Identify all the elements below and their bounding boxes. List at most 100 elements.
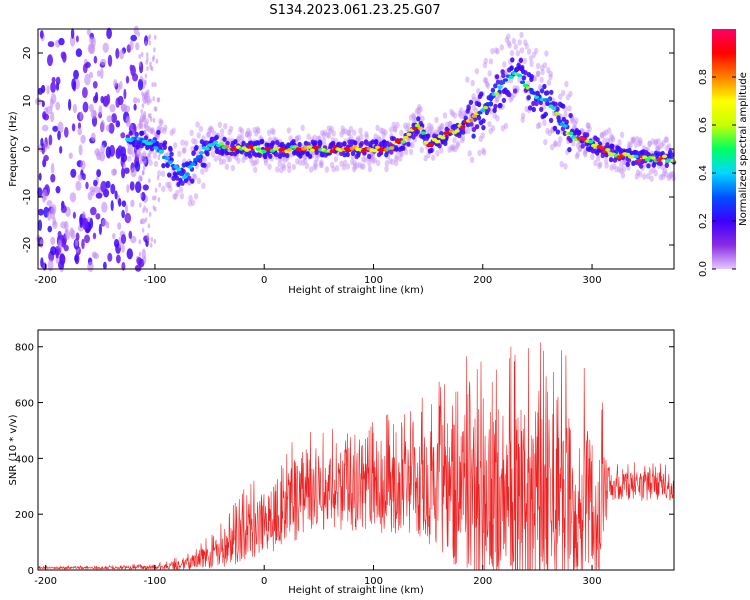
spectrogram-cell [412,126,418,131]
spectrogram-cell [81,238,85,250]
spectrogram-cell [167,160,173,164]
spectrogram-cell [319,161,324,169]
spectrogram-cell [503,122,509,130]
spectrogram-cell [89,36,95,44]
spectrogram-cell [604,129,609,136]
spectrogram-cell [124,212,132,224]
spectrogram-cell [227,129,232,136]
spectrogram-cell [556,119,563,123]
spectrogram-cell [167,181,172,188]
spectrogram-cell [659,142,664,149]
spectrogram-cell [157,170,162,177]
spectrogram-cell [271,128,276,136]
spectrogram-cell [247,130,253,137]
spectrogram-cell [199,139,205,145]
spectrogram-cell [157,155,161,161]
spectrogram-cell [431,154,436,161]
spectrogram-cell [60,221,67,229]
spectrogram-cell [152,96,155,102]
spectrogram-cell [77,127,82,136]
spectrogram-cell [458,112,464,119]
spectrogram-cell [553,101,558,107]
snr-y-axis-label: SNR (10 * v/v) [8,414,19,485]
spectrogram-cell [130,167,137,178]
spectrogram-cell [252,126,257,134]
spectrogram-cell [116,254,121,264]
spectrogram-cell [372,148,378,153]
spectrogram-cell [524,105,529,113]
spectrogram-cell [198,144,203,152]
spectrogram-cell [113,79,118,88]
spectrogram-cell [661,139,666,147]
spectrogram-cell [270,127,275,134]
spectrogram-cell [202,162,207,168]
spectrogram-cell [399,129,404,137]
spectrogram-cell [531,91,537,95]
spectrogram-cell [668,171,674,178]
spectrogram-cell [509,65,514,71]
spectrogram-cell [483,57,488,65]
spectrogram-cell [452,112,458,119]
colorbar: 0.0 0.2 0.4 0.6 0.8 Normalized spectral ampl… [698,29,749,277]
spectrogram-cell [436,125,442,133]
spectrogram-cell [295,158,300,165]
spectrogram-cell [322,129,328,136]
colorbar-tick-label: 0.0 [698,261,709,277]
spectrogram-cell [285,152,290,159]
spectrogram-cell [434,139,440,144]
spectrogram-cell [595,137,600,143]
spectrogram-cell [537,121,542,129]
spectrogram-cell [90,132,96,142]
spectrogram-cell [526,48,532,55]
spectrogram-cell [70,168,77,178]
spectrogram-cell [359,163,365,170]
spectrogram-cell [443,140,448,146]
spectrogram-cell [120,104,126,112]
spectrogram-cell [148,150,152,156]
spectrogram-cell [596,155,601,162]
spectrogram-cell [455,142,460,150]
spectrogram-cell [495,79,501,85]
spectrogram-cell [493,47,499,54]
spectrogram-cell [279,166,284,174]
spectrogram-cell [130,235,137,244]
spectrogram-cell [164,156,170,161]
spectrogram-cell [63,244,69,252]
spectrogram-cell [130,199,135,208]
spectrogram-cell [478,135,483,143]
spectrogram-cell [125,115,131,128]
spectrogram-cell [223,123,228,130]
spectrogram-cell [625,161,630,167]
spectrogram-cell [176,181,181,187]
spectrogram-cell [522,57,528,65]
spectrogram-cell [367,153,372,160]
spectrogram-cell [429,142,435,147]
spectrogram-cell [71,78,77,90]
spectrogram-cell [633,154,639,159]
spectrogram-cell [342,141,347,147]
spectrogram-cell [597,162,602,170]
spectrogram-cell [141,152,147,159]
spectrogram-cell [253,166,258,173]
spectrogram-cell [134,131,139,137]
spectrogram-cell [534,101,539,107]
spectrogram-cell [576,130,582,136]
snr-y-ticks: 0 200 400 600 800 [15,343,674,577]
spectrogram-cell [437,143,442,149]
spectrogram-cell [520,116,525,124]
spectrogram-cell [133,103,137,111]
spectrogram-cell [121,167,126,179]
spectrogram-cell [420,115,425,122]
spectrogram-cell [147,223,151,229]
spectrogram-cell [254,130,259,137]
spectrogram-y-axis-label: Frequency (Hz) [8,111,19,187]
spectrogram-cell [313,162,319,170]
spectrogram-cell [137,78,144,91]
spectrogram-cell [154,106,158,112]
spectrogram-cell [111,113,117,124]
spectrogram-cell [477,149,482,157]
spectrogram-cell [217,121,223,128]
spectrogram-cell [138,251,142,257]
spectrogram-cell [219,128,225,135]
spectrogram-cell [159,119,164,127]
